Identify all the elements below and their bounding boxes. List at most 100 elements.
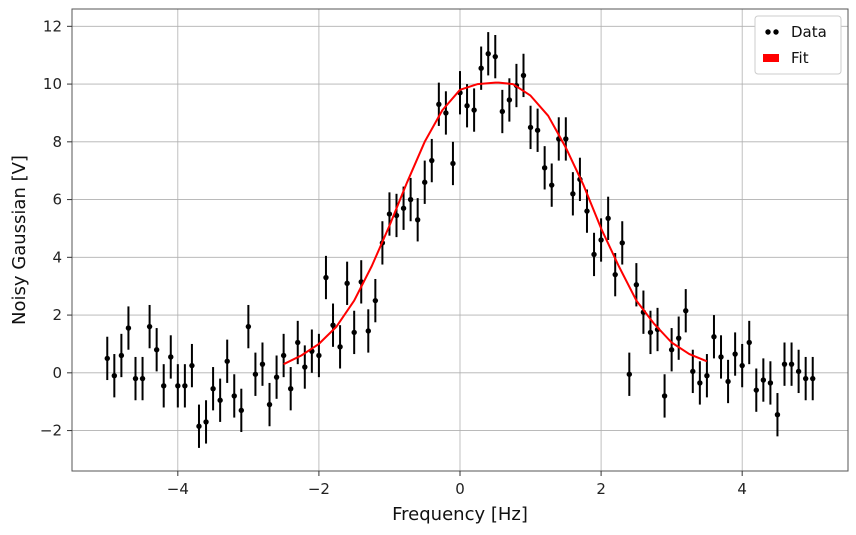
data-point	[774, 411, 781, 418]
data-point	[584, 208, 590, 214]
legend-items: Data Fit	[763, 23, 827, 67]
x-tick-label: 2	[596, 480, 606, 498]
data-point	[725, 378, 731, 385]
data-point	[266, 401, 273, 408]
x-axis-label: Frequency [Hz]	[392, 504, 528, 525]
legend-marker	[773, 29, 779, 35]
grid-lines	[72, 9, 848, 471]
y-axis-ticks: −2 0 2 4 6 8 10 12	[40, 17, 72, 440]
data-point	[372, 297, 379, 304]
y-tick-label: 10	[43, 75, 62, 93]
data-point	[422, 179, 428, 185]
data-point	[414, 217, 421, 223]
data-point	[146, 323, 153, 330]
data-point	[407, 196, 414, 203]
data-point	[675, 335, 682, 341]
data-point	[619, 240, 625, 246]
data-point	[330, 322, 336, 328]
data-point	[168, 354, 174, 360]
data-point	[316, 352, 322, 359]
y-tick-label: 6	[52, 191, 62, 209]
data-point	[224, 358, 230, 364]
data-point	[337, 344, 343, 350]
data-point	[443, 110, 449, 116]
data-point	[273, 374, 280, 380]
legend-item-fit: Fit	[763, 49, 809, 67]
data-point	[746, 339, 752, 346]
data-point	[781, 361, 788, 367]
data-point	[139, 375, 146, 382]
legend-marker	[763, 54, 779, 62]
data-point	[196, 423, 202, 429]
data-point	[598, 237, 604, 243]
data-point	[189, 362, 195, 369]
data-point	[450, 160, 456, 167]
data-point	[231, 393, 237, 399]
data-point	[153, 347, 160, 353]
data-point	[464, 103, 470, 109]
data-point	[668, 347, 675, 353]
data-point	[570, 191, 576, 197]
data-point	[739, 362, 745, 369]
data-point	[182, 383, 188, 389]
data-point	[753, 387, 759, 393]
data-point	[506, 97, 513, 103]
data-point	[478, 65, 484, 71]
x-axis-ticks: −4 −2 0 2 4	[167, 471, 747, 498]
y-tick-label: −2	[40, 422, 62, 440]
data-point	[386, 211, 393, 217]
data-point	[541, 165, 548, 171]
series-data	[104, 32, 816, 448]
data-point	[400, 205, 407, 211]
data-point	[238, 407, 245, 414]
data-point	[647, 329, 654, 336]
y-tick-label: 8	[52, 133, 62, 151]
data-point	[203, 419, 209, 425]
data-point	[365, 328, 371, 334]
x-tick-label: 4	[737, 480, 747, 498]
data-point	[810, 375, 816, 382]
data-point	[252, 371, 259, 377]
data-point	[683, 308, 689, 314]
data-point	[612, 271, 618, 278]
y-axis-label: Noisy Gaussian [V]	[9, 155, 30, 325]
data-point	[125, 325, 132, 331]
data-point	[591, 251, 597, 258]
y-tick-label: 0	[52, 364, 62, 382]
x-tick-label: −4	[167, 480, 189, 498]
data-point	[210, 386, 216, 392]
data-point	[111, 373, 118, 379]
y-tick-label: 4	[52, 248, 62, 266]
data-point	[344, 280, 350, 287]
data-point	[499, 108, 506, 115]
legend: Data Fit	[754, 15, 842, 75]
data-point	[245, 323, 252, 330]
legend-item-data: Data	[765, 23, 827, 41]
data-point	[760, 377, 767, 383]
data-point	[436, 101, 442, 107]
data-point	[626, 371, 633, 377]
data-point	[104, 355, 110, 362]
legend-marker	[765, 29, 771, 35]
data-point	[633, 282, 640, 288]
data-point	[132, 375, 139, 382]
data-point	[788, 361, 795, 367]
legend-label: Fit	[791, 49, 809, 67]
data-point	[704, 373, 710, 379]
data-point	[280, 352, 287, 359]
data-point	[534, 127, 541, 133]
data-point	[175, 383, 181, 389]
data-point	[302, 364, 308, 370]
y-tick-label: 2	[52, 306, 62, 324]
data-point	[527, 124, 534, 131]
data-point	[351, 329, 357, 336]
data-point	[549, 182, 555, 188]
x-tick-label: −2	[308, 480, 330, 498]
data-point	[718, 354, 724, 360]
data-point	[217, 397, 223, 403]
data-point	[295, 339, 301, 346]
legend-label: Data	[791, 23, 827, 41]
data-point	[732, 351, 738, 357]
data-point	[485, 51, 491, 57]
